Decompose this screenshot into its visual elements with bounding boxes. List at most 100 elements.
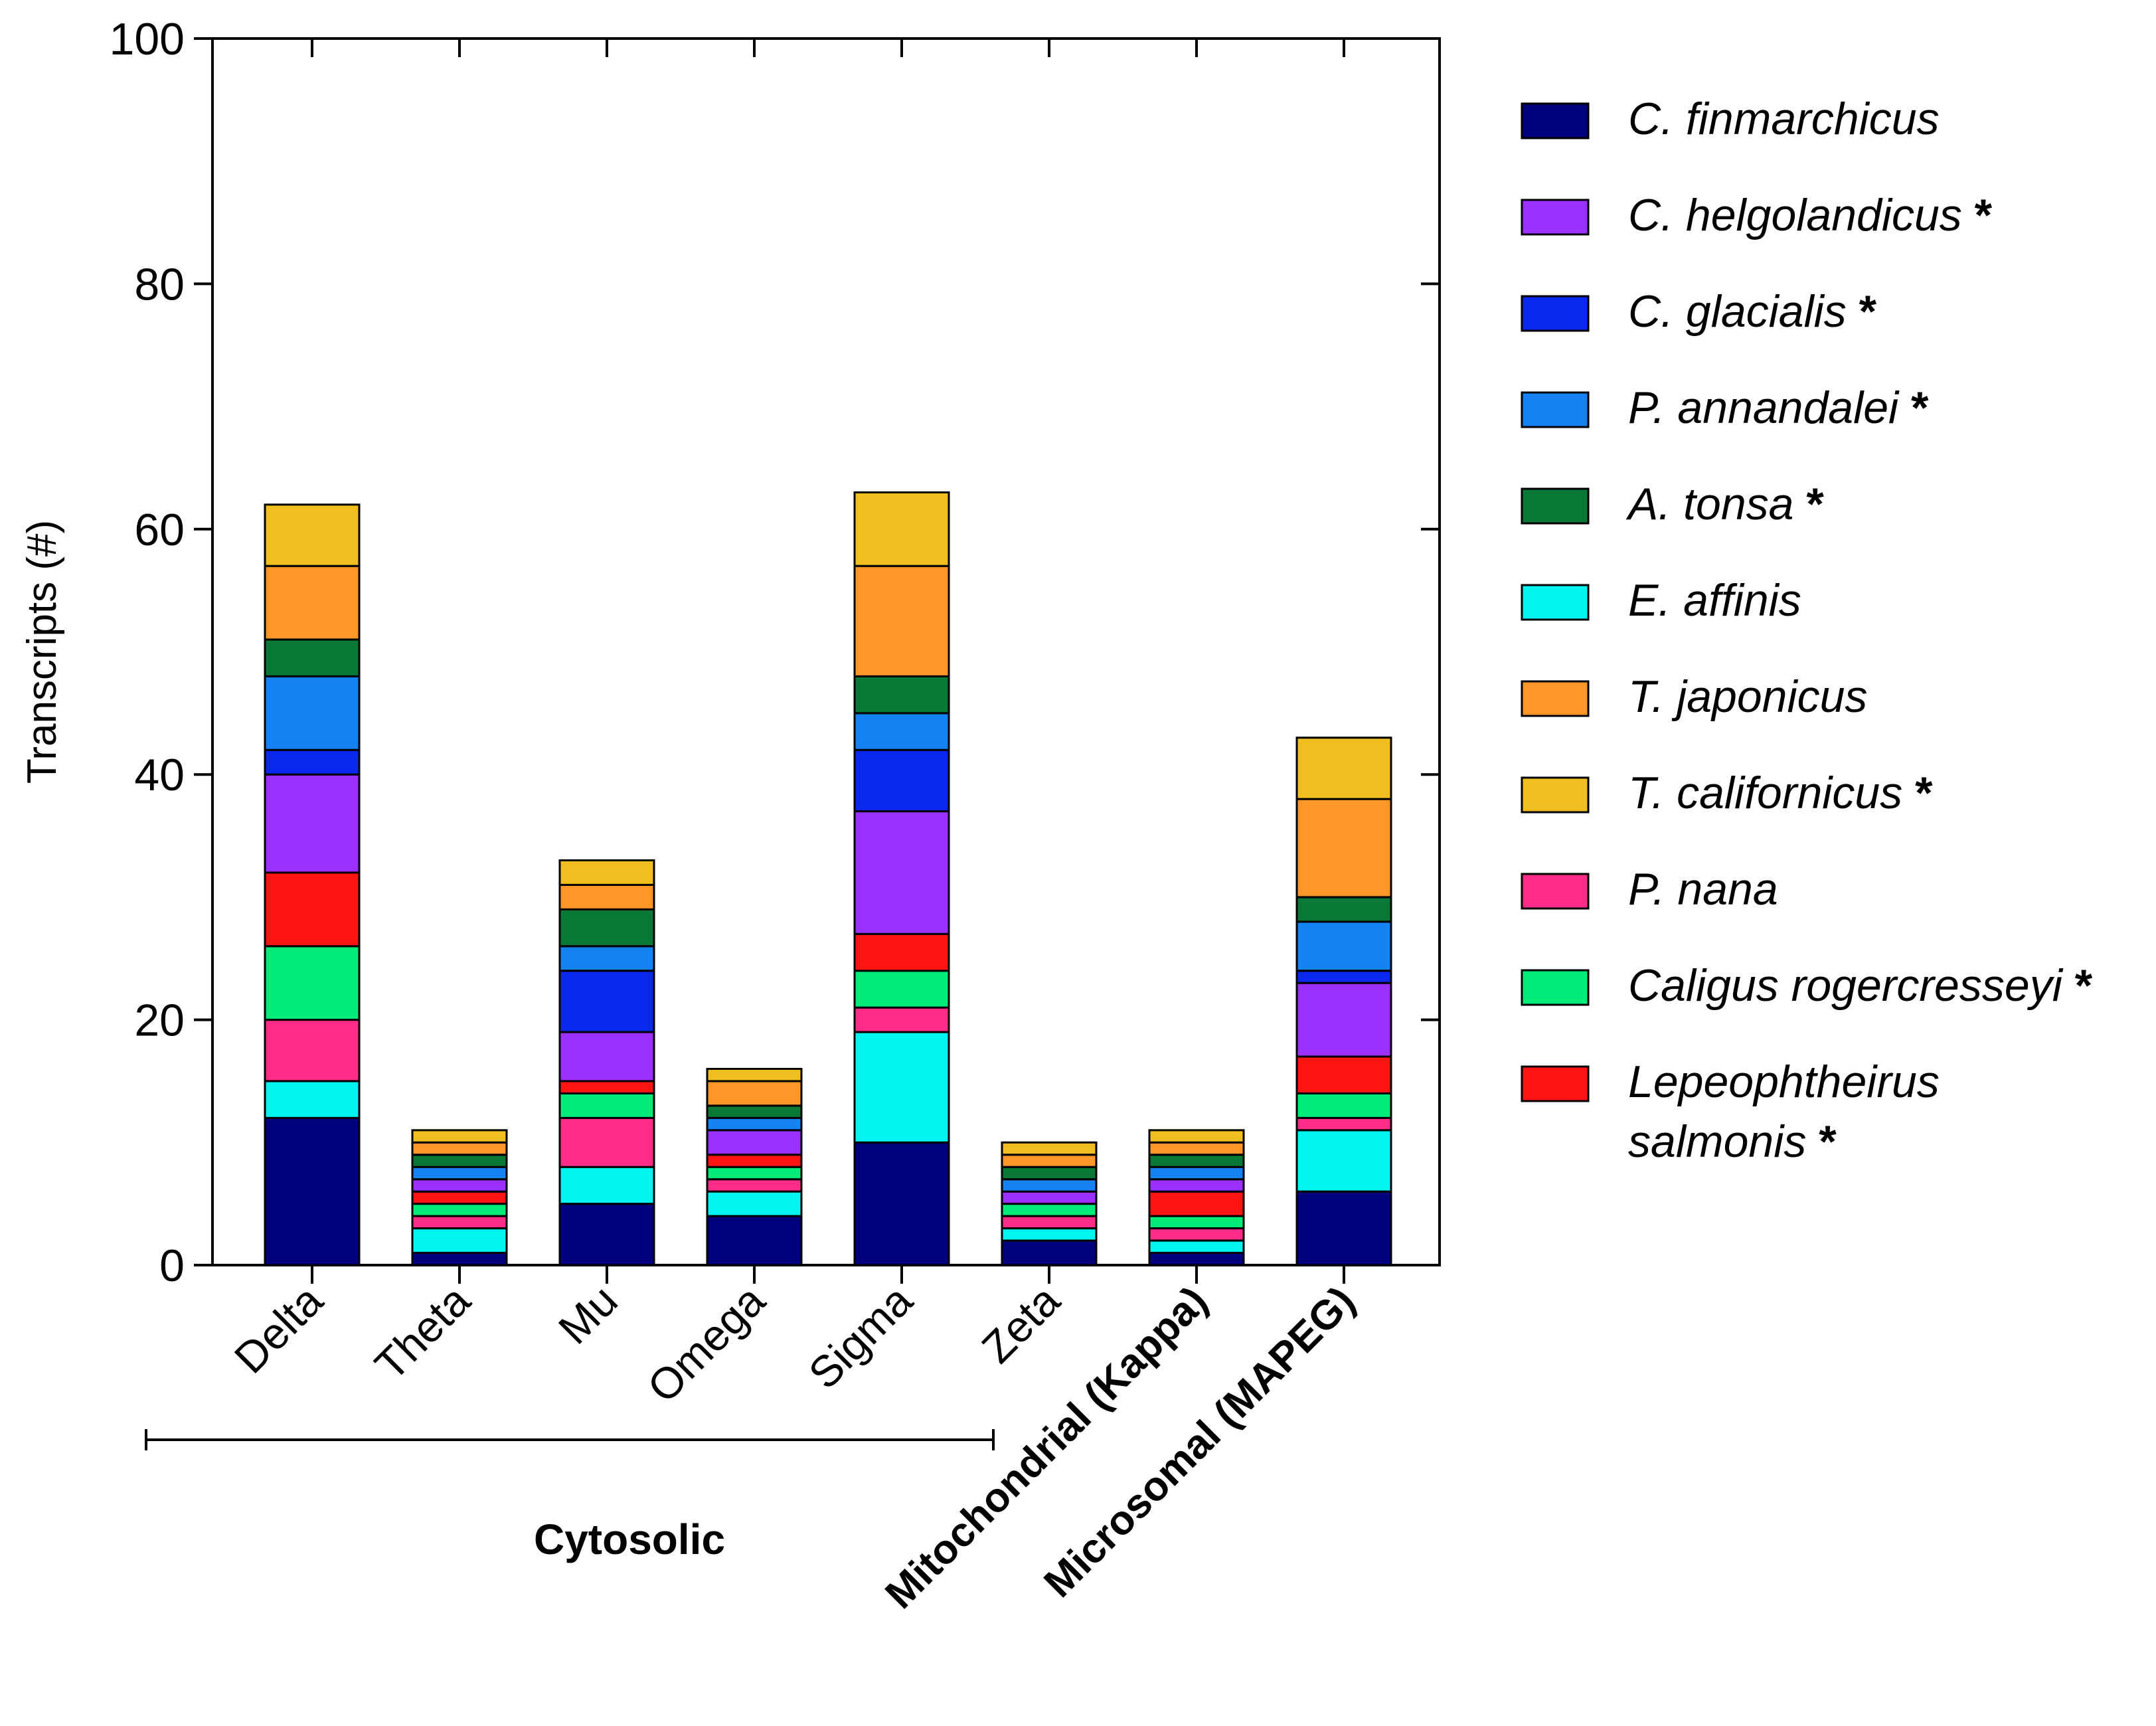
plot-frame bbox=[211, 37, 1441, 1266]
legend-swatch-t-californicus bbox=[1521, 776, 1590, 814]
bar-segment-delta-c-glacialis bbox=[264, 748, 361, 776]
y-tick-label-100: 100 bbox=[110, 14, 185, 64]
legend-label-caligus-rogercresseyi: Caligus rogercresseyi * bbox=[1628, 960, 2093, 1011]
bar-segment-zeta-e-affinis bbox=[1001, 1227, 1098, 1242]
legend-swatch-p-nana bbox=[1521, 873, 1590, 910]
bar-segment-zeta-c-helgolandicus bbox=[1001, 1190, 1098, 1205]
bar-segment-sigma-p-nana bbox=[853, 1006, 950, 1033]
bar-segment-zeta-p-annandalei bbox=[1001, 1178, 1098, 1193]
legend-label-c-glacialis: C. glacialis * bbox=[1628, 286, 1877, 337]
bar-segment-sigma-t-japonicus bbox=[853, 564, 950, 677]
legend-label-t-californicus: T. californicus * bbox=[1628, 768, 1933, 818]
bar-segment-theta-t-californicus bbox=[411, 1129, 508, 1144]
bar-segment-microsomal-mapeg-p-nana bbox=[1295, 1116, 1392, 1132]
y-tick-label-0: 0 bbox=[159, 1241, 185, 1291]
bar-segment-mu-c-glacialis bbox=[558, 970, 655, 1033]
bar-segment-zeta-caligus-rogercresseyi bbox=[1001, 1203, 1098, 1217]
y-tick-label-20: 20 bbox=[134, 995, 185, 1046]
bar-segment-omega-c-finmarchicus bbox=[706, 1215, 803, 1266]
bar-segment-theta-c-helgolandicus bbox=[411, 1178, 508, 1193]
bar-segment-omega-p-nana bbox=[706, 1178, 803, 1193]
bar-segment-microsomal-mapeg-e-affinis bbox=[1295, 1129, 1392, 1193]
bar-segment-theta-p-nana bbox=[411, 1215, 508, 1230]
legend-star-caligus-rogercresseyi: * bbox=[2062, 960, 2093, 1011]
bar-segment-mu-t-californicus bbox=[558, 859, 655, 886]
bar-segment-theta-caligus-rogercresseyi bbox=[411, 1203, 508, 1217]
bar-segment-mitochondrial-kappa-c-helgolandicus bbox=[1148, 1178, 1245, 1193]
bar-segment-microsomal-mapeg-caligus-rogercresseyi bbox=[1295, 1092, 1392, 1119]
legend-star-p-annandalei: * bbox=[1898, 383, 1929, 433]
bar-segment-mitochondrial-kappa-caligus-rogercresseyi bbox=[1148, 1215, 1245, 1230]
bar-segment-zeta-t-californicus bbox=[1001, 1141, 1098, 1156]
bars-layer bbox=[264, 491, 1392, 1266]
legend-label-c-helgolandicus: C. helgolandicus * bbox=[1628, 190, 1993, 240]
legend-swatch-c-glacialis bbox=[1521, 295, 1590, 332]
legend-swatch-c-helgolandicus bbox=[1521, 199, 1590, 236]
bar-segment-mu-caligus-rogercresseyi bbox=[558, 1092, 655, 1119]
bar-segment-mu-c-finmarchicus bbox=[558, 1203, 655, 1266]
bar-segment-mu-e-affinis bbox=[558, 1165, 655, 1205]
bar-segment-delta-c-finmarchicus bbox=[264, 1116, 361, 1266]
bar-segment-microsomal-mapeg-p-annandalei bbox=[1295, 920, 1392, 972]
bar-segment-mu-t-japonicus bbox=[558, 883, 655, 910]
bar-segment-sigma-caligus-rogercresseyi bbox=[853, 970, 950, 1009]
legend-label-e-affinis: E. affinis bbox=[1628, 575, 1801, 626]
bar-segment-delta-t-japonicus bbox=[264, 564, 361, 641]
bar-segment-theta-a-tonsa bbox=[411, 1154, 508, 1168]
y-tick-label-80: 80 bbox=[134, 259, 185, 309]
bar-segment-theta-lepeophtheirus-salmonis bbox=[411, 1190, 508, 1205]
plot-border bbox=[211, 37, 1441, 1266]
legend-swatch-t-japonicus bbox=[1521, 680, 1590, 717]
bar-segment-omega-a-tonsa bbox=[706, 1104, 803, 1119]
bar-segment-mitochondrial-kappa-e-affinis bbox=[1148, 1239, 1245, 1254]
bar-segment-zeta-p-nana bbox=[1001, 1215, 1098, 1230]
legend-star-a-tonsa: * bbox=[1794, 479, 1825, 529]
legend-star-t-californicus: * bbox=[1902, 768, 1933, 818]
y-tick-label-60: 60 bbox=[134, 505, 185, 555]
legend-label-lepeophtheirus-salmonis-line-2: salmonis * bbox=[1628, 1116, 1837, 1167]
bar-segment-zeta-c-finmarchicus bbox=[1001, 1239, 1098, 1266]
bar-segment-mu-lepeophtheirus-salmonis bbox=[558, 1080, 655, 1094]
bar-segment-sigma-c-finmarchicus bbox=[853, 1141, 950, 1266]
bar-segment-zeta-a-tonsa bbox=[1001, 1165, 1098, 1181]
legend-star-c-helgolandicus: * bbox=[1962, 190, 1993, 240]
bar-segment-theta-t-japonicus bbox=[411, 1141, 508, 1156]
legend-label-t-japonicus: T. japonicus bbox=[1628, 671, 1867, 722]
legend-label-a-tonsa: A. tonsa * bbox=[1625, 479, 1824, 529]
bar-segment-mitochondrial-kappa-a-tonsa bbox=[1148, 1154, 1245, 1168]
legend-label-p-nana: P. nana bbox=[1628, 864, 1778, 914]
legend: C. finmarchicus C. helgolandicus * C. glac… bbox=[1521, 94, 2093, 1167]
bar-segment-theta-p-annandalei bbox=[411, 1165, 508, 1181]
cytosolic-group-bracket: Cytosolic bbox=[145, 1429, 995, 1563]
bar-segment-microsomal-mapeg-c-finmarchicus bbox=[1295, 1190, 1392, 1266]
bar-segment-mu-c-helgolandicus bbox=[558, 1031, 655, 1082]
legend-star-c-glacialis: * bbox=[1847, 286, 1877, 337]
bar-segment-microsomal-mapeg-t-japonicus bbox=[1295, 798, 1392, 899]
legend-swatch-p-annandalei bbox=[1521, 391, 1590, 428]
bar-segment-sigma-lepeophtheirus-salmonis bbox=[853, 932, 950, 972]
bar-segment-sigma-c-helgolandicus bbox=[853, 810, 950, 935]
bar-segment-mu-p-nana bbox=[558, 1116, 655, 1168]
legend-swatch-e-affinis bbox=[1521, 584, 1590, 621]
bar-segment-delta-c-helgolandicus bbox=[264, 773, 361, 874]
bar-segment-sigma-e-affinis bbox=[853, 1031, 950, 1144]
bar-segment-omega-p-annandalei bbox=[706, 1116, 803, 1132]
bar-segment-mitochondrial-kappa-lepeophtheirus-salmonis bbox=[1148, 1190, 1245, 1217]
bar-segment-delta-lepeophtheirus-salmonis bbox=[264, 871, 361, 948]
bar-segment-zeta-t-japonicus bbox=[1001, 1154, 1098, 1168]
bar-segment-mitochondrial-kappa-t-japonicus bbox=[1148, 1141, 1245, 1156]
legend-swatch-lepeophtheirus-salmonis bbox=[1521, 1065, 1590, 1102]
bar-segment-mitochondrial-kappa-t-californicus bbox=[1148, 1129, 1245, 1144]
bar-segment-sigma-c-glacialis bbox=[853, 748, 950, 813]
bar-segment-omega-t-californicus bbox=[706, 1067, 803, 1082]
bar-segment-delta-p-annandalei bbox=[264, 675, 361, 751]
bar-segment-omega-lepeophtheirus-salmonis bbox=[706, 1154, 803, 1168]
bar-segment-sigma-p-annandalei bbox=[853, 712, 950, 751]
bar-segment-theta-c-finmarchicus bbox=[411, 1252, 508, 1266]
bar-segment-sigma-t-californicus bbox=[853, 491, 950, 567]
bar-segment-microsomal-mapeg-a-tonsa bbox=[1295, 896, 1392, 923]
bar-segment-theta-e-affinis bbox=[411, 1227, 508, 1254]
legend-swatch-caligus-rogercresseyi bbox=[1521, 969, 1590, 1006]
bar-segment-delta-p-nana bbox=[264, 1019, 361, 1082]
